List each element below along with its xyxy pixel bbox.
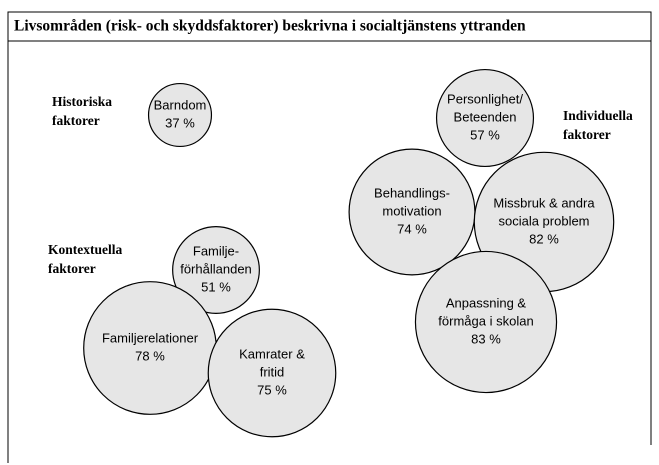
bubble [172,226,260,314]
title: Livsområden (risk- och skyddsfaktorer) b… [14,18,526,35]
bubble-label: Kamrater & [239,346,305,361]
bubble-value: 51 % [201,279,231,294]
bubble-label: Beteenden [454,109,517,124]
bubble-label: Missbruk & andra [493,195,595,210]
bubble-label: Behandlings- [374,185,450,200]
bubble [435,68,535,168]
bubble-label: Familje- [193,243,239,258]
bubble-label: Personlighet/ [447,91,523,106]
bubble-label: Anpassning & [446,295,527,310]
bubble-label: Familjerelationer [102,330,199,345]
bubble-label: förhållanden [180,261,252,276]
bubble-value: 75 % [257,382,287,397]
group-label: faktorer [563,127,611,142]
bubble-label: fritid [260,364,285,379]
bubble-label: förmåga i skolan [438,313,533,328]
bubble-label: sociala problem [498,213,589,228]
bubble-value: 57 % [470,127,500,142]
bubble-value: 74 % [397,221,427,236]
group-label: Individuella [563,108,633,123]
group-label: faktorer [48,261,96,276]
group-label: faktorer [52,113,100,128]
bubble-value: 78 % [135,348,165,363]
bubble [414,250,558,394]
bubble-value: 82 % [529,231,559,246]
group-label: Historiska [52,94,112,109]
bubble [147,82,213,148]
bubble-value: 37 % [165,115,195,130]
bubble [207,308,337,438]
bubble-value: 83 % [471,331,501,346]
frame [7,11,652,463]
bubble-label: Barndom [154,97,207,112]
bubble-label: motivation [382,203,441,218]
group-label: Kontextuella [48,242,122,257]
